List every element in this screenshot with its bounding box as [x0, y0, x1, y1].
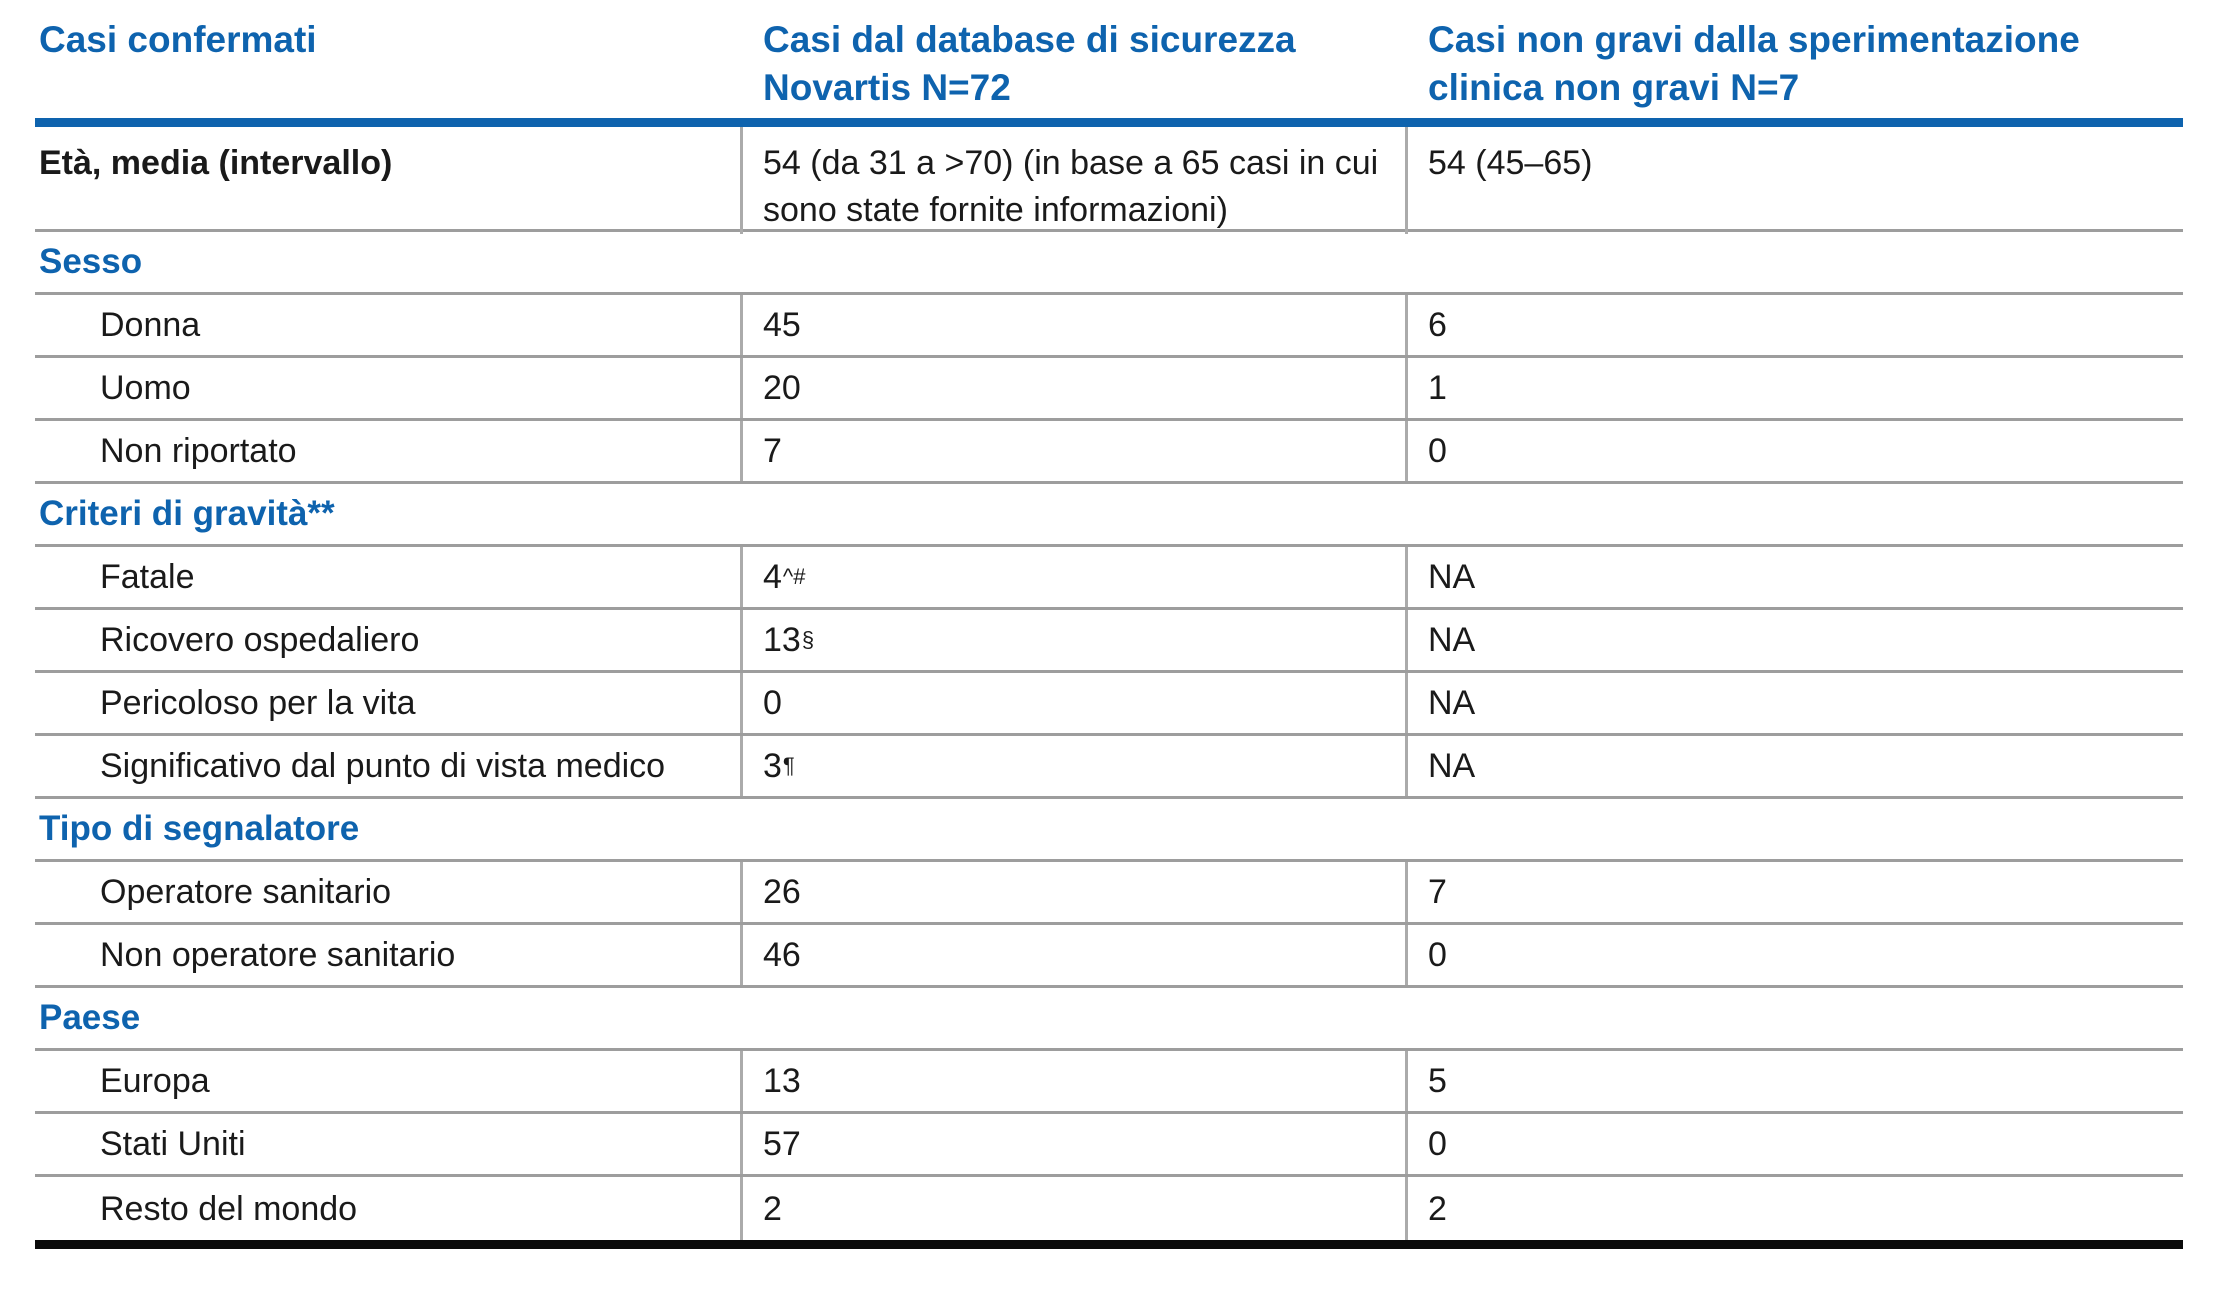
value-text: 3: [763, 747, 782, 785]
row-label: Ricovero ospedaliero: [100, 621, 420, 659]
row-label: Donna: [100, 306, 201, 344]
table-bottom-rule: [35, 1240, 2183, 1249]
value-text: 46: [763, 936, 801, 974]
column-header-novartis-db: Casi dal database di sicurezza Novartis …: [763, 19, 1296, 108]
value-text: 13: [763, 621, 801, 659]
value-text: 26: [763, 873, 801, 911]
row-label: Pericoloso per la vita: [100, 684, 416, 722]
row-label: Significativo dal punto di vista medico: [100, 747, 666, 785]
case-summary-table: Casi confermati Casi dal database di sic…: [35, 0, 2183, 1249]
table-row-ricovero-ospedaliero: Ricovero ospedaliero 13 § NA: [35, 610, 2183, 673]
row-value-clinical-trial: 2: [1405, 1177, 2183, 1240]
row-value-novartis-db: 3 ¶: [740, 736, 1405, 796]
row-value-clinical-trial: 5: [1405, 1051, 2183, 1111]
row-label: Europa: [100, 1062, 210, 1100]
table-row-uomo: Uomo 20 1: [35, 358, 2183, 421]
value-text: 13: [763, 1062, 801, 1100]
row-value-novartis-db: 57: [740, 1114, 1405, 1174]
table-row-pericoloso-per-la-vita: Pericoloso per la vita 0 NA: [35, 673, 2183, 736]
row-value-clinical-trial: NA: [1405, 610, 2183, 670]
row-value-clinical-trial: NA: [1405, 736, 2183, 796]
row-label: Non riportato: [100, 432, 297, 470]
value-text: 2: [763, 1189, 782, 1228]
table-header-row: Casi confermati Casi dal database di sic…: [35, 0, 2183, 127]
row-label: Operatore sanitario: [100, 873, 392, 911]
table-row-operatore-sanitario: Operatore sanitario 26 7: [35, 862, 2183, 925]
row-value-clinical-trial: 7: [1405, 862, 2183, 922]
table-row-non-operatore-sanitario: Non operatore sanitario 46 0: [35, 925, 2183, 988]
row-value-novartis-db: 45: [740, 295, 1405, 355]
column-header-confirmed-cases: Casi confermati: [39, 19, 317, 60]
row-value-novartis-db: 4 ^#: [740, 547, 1405, 607]
table-row-fatale: Fatale 4 ^# NA: [35, 547, 2183, 610]
row-value-novartis-db: 2: [740, 1177, 1405, 1240]
table-row-resto-del-mondo: Resto del mondo 2 2: [35, 1177, 2183, 1240]
row-value-clinical-trial: 0: [1405, 421, 2183, 481]
table-row-non-riportato: Non riportato 7 0: [35, 421, 2183, 484]
section-title: Tipo di segnalatore: [39, 809, 360, 848]
row-label: Uomo: [100, 369, 191, 407]
row-value-novartis-db: 13: [740, 1051, 1405, 1111]
section-title: Sesso: [39, 242, 143, 281]
row-value-novartis-db: 0: [740, 673, 1405, 733]
value-text: 20: [763, 369, 801, 407]
section-header-paese: Paese: [35, 988, 2183, 1051]
age-value-clinical-trial: 54 (45–65): [1405, 127, 2183, 234]
row-label: Fatale: [100, 558, 195, 596]
section-header-sesso: Sesso: [35, 232, 2183, 295]
section-header-criteri-di-gravita: Criteri di gravità**: [35, 484, 2183, 547]
value-text: 0: [763, 684, 782, 722]
table-row-age: Età, media (intervallo) 54 (da 31 a >70)…: [35, 127, 2183, 234]
row-value-novartis-db: 20: [740, 358, 1405, 418]
row-value-clinical-trial: 6: [1405, 295, 2183, 355]
row-value-novartis-db: 7: [740, 421, 1405, 481]
column-header-clinical-trial: Casi non gravi dalla sperimentazione cli…: [1428, 19, 2080, 108]
table-row-europa: Europa 13 5: [35, 1051, 2183, 1114]
row-value-clinical-trial: 0: [1405, 925, 2183, 985]
row-value-novartis-db: 26: [740, 862, 1405, 922]
section-header-tipo-di-segnalatore: Tipo di segnalatore: [35, 799, 2183, 862]
value-text: 45: [763, 306, 801, 344]
value-text: 4: [763, 558, 782, 596]
row-label: Resto del mondo: [100, 1189, 358, 1228]
section-title: Paese: [39, 998, 141, 1037]
table-row-donna: Donna 45 6: [35, 295, 2183, 358]
row-value-clinical-trial: NA: [1405, 547, 2183, 607]
row-label: Non operatore sanitario: [100, 936, 456, 974]
value-text: 7: [763, 432, 782, 470]
row-label-age: Età, media (intervallo): [39, 144, 393, 182]
table-row-stati-uniti: Stati Uniti 57 0: [35, 1114, 2183, 1177]
row-value-novartis-db: 46: [740, 925, 1405, 985]
row-value-clinical-trial: 1: [1405, 358, 2183, 418]
value-text: 57: [763, 1125, 801, 1163]
row-label: Stati Uniti: [100, 1125, 246, 1163]
section-title: Criteri di gravità**: [39, 494, 335, 533]
row-value-clinical-trial: NA: [1405, 673, 2183, 733]
age-value-novartis-db: 54 (da 31 a >70) (in base a 65 casi in c…: [740, 127, 1405, 234]
row-value-novartis-db: 13 §: [740, 610, 1405, 670]
row-value-clinical-trial: 0: [1405, 1114, 2183, 1174]
table-row-significativo-medico: Significativo dal punto di vista medico …: [35, 736, 2183, 799]
